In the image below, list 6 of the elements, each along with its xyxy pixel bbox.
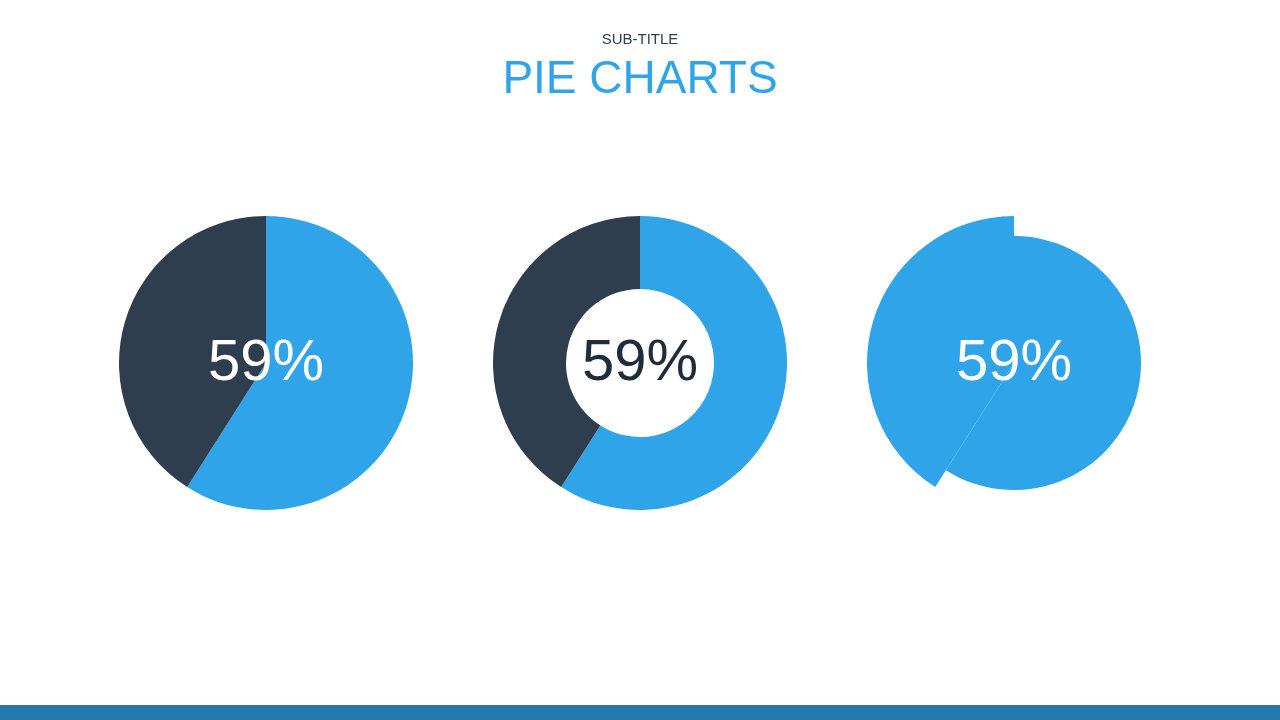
pie-slice [187, 216, 413, 510]
text: PIE CHARTS [501, 50, 779, 104]
text: SUB-TITLE [600, 29, 680, 49]
donut-slice [561, 216, 787, 510]
data-label: 59% [955, 327, 1073, 392]
data-label: 59% [581, 327, 699, 392]
